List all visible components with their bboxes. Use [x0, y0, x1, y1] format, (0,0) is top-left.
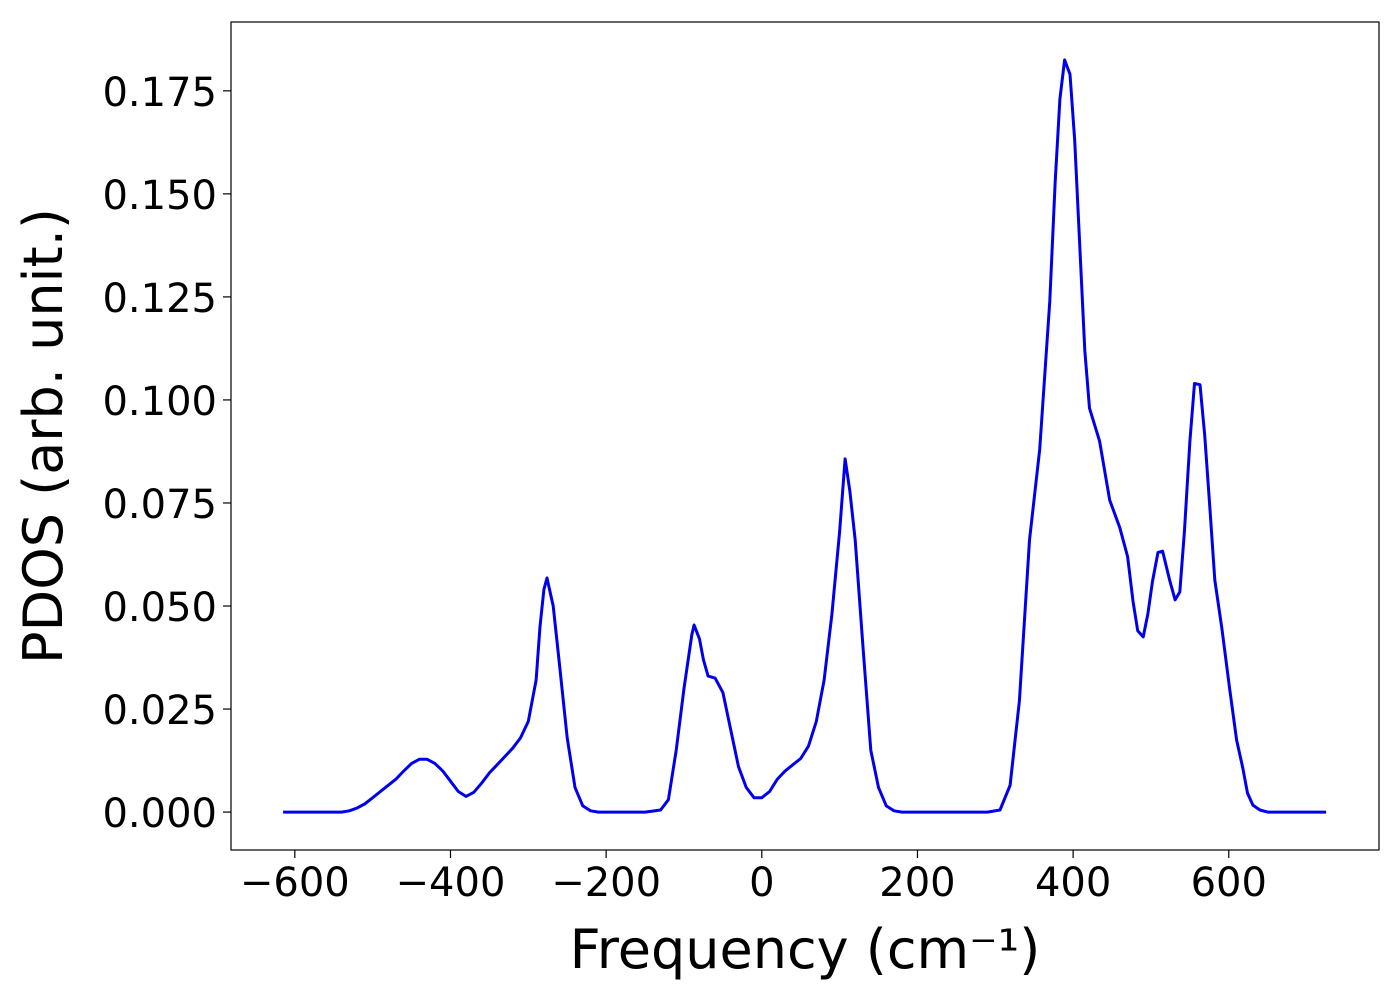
x-tick-label: 400 — [1035, 860, 1111, 906]
x-tick-label: 200 — [879, 860, 955, 906]
x-tick-label: −600 — [240, 860, 350, 906]
x-tick-label: −200 — [551, 860, 661, 906]
y-tick-label: 0.075 — [102, 482, 217, 528]
y-tick-label: 0.100 — [102, 379, 217, 425]
plot-frame — [230, 21, 1380, 851]
x-tick-label: −400 — [396, 860, 506, 906]
x-tick-label: 600 — [1191, 860, 1267, 906]
y-tick-label: 0.025 — [102, 688, 217, 734]
pdos-line — [283, 58, 1327, 814]
y-tick-label: 0.125 — [102, 276, 217, 322]
y-axis-label: PDOS (arb. unit.) — [12, 208, 75, 664]
x-tick-label: 0 — [749, 860, 774, 906]
x-axis-label: Frequency (cm⁻¹) — [570, 918, 1041, 981]
y-tick-label: 0.150 — [102, 173, 217, 219]
y-tick-label: 0.050 — [102, 585, 217, 631]
y-tick-label: 0.175 — [102, 70, 217, 116]
y-tick-label: 0.000 — [102, 791, 217, 837]
